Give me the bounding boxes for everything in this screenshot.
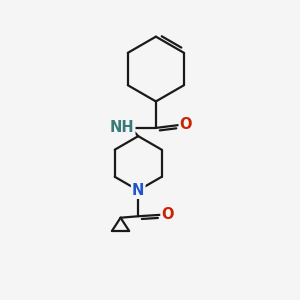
Text: N: N — [132, 183, 144, 198]
Text: O: O — [180, 118, 192, 133]
Text: NH: NH — [110, 119, 134, 134]
Text: O: O — [161, 207, 174, 222]
